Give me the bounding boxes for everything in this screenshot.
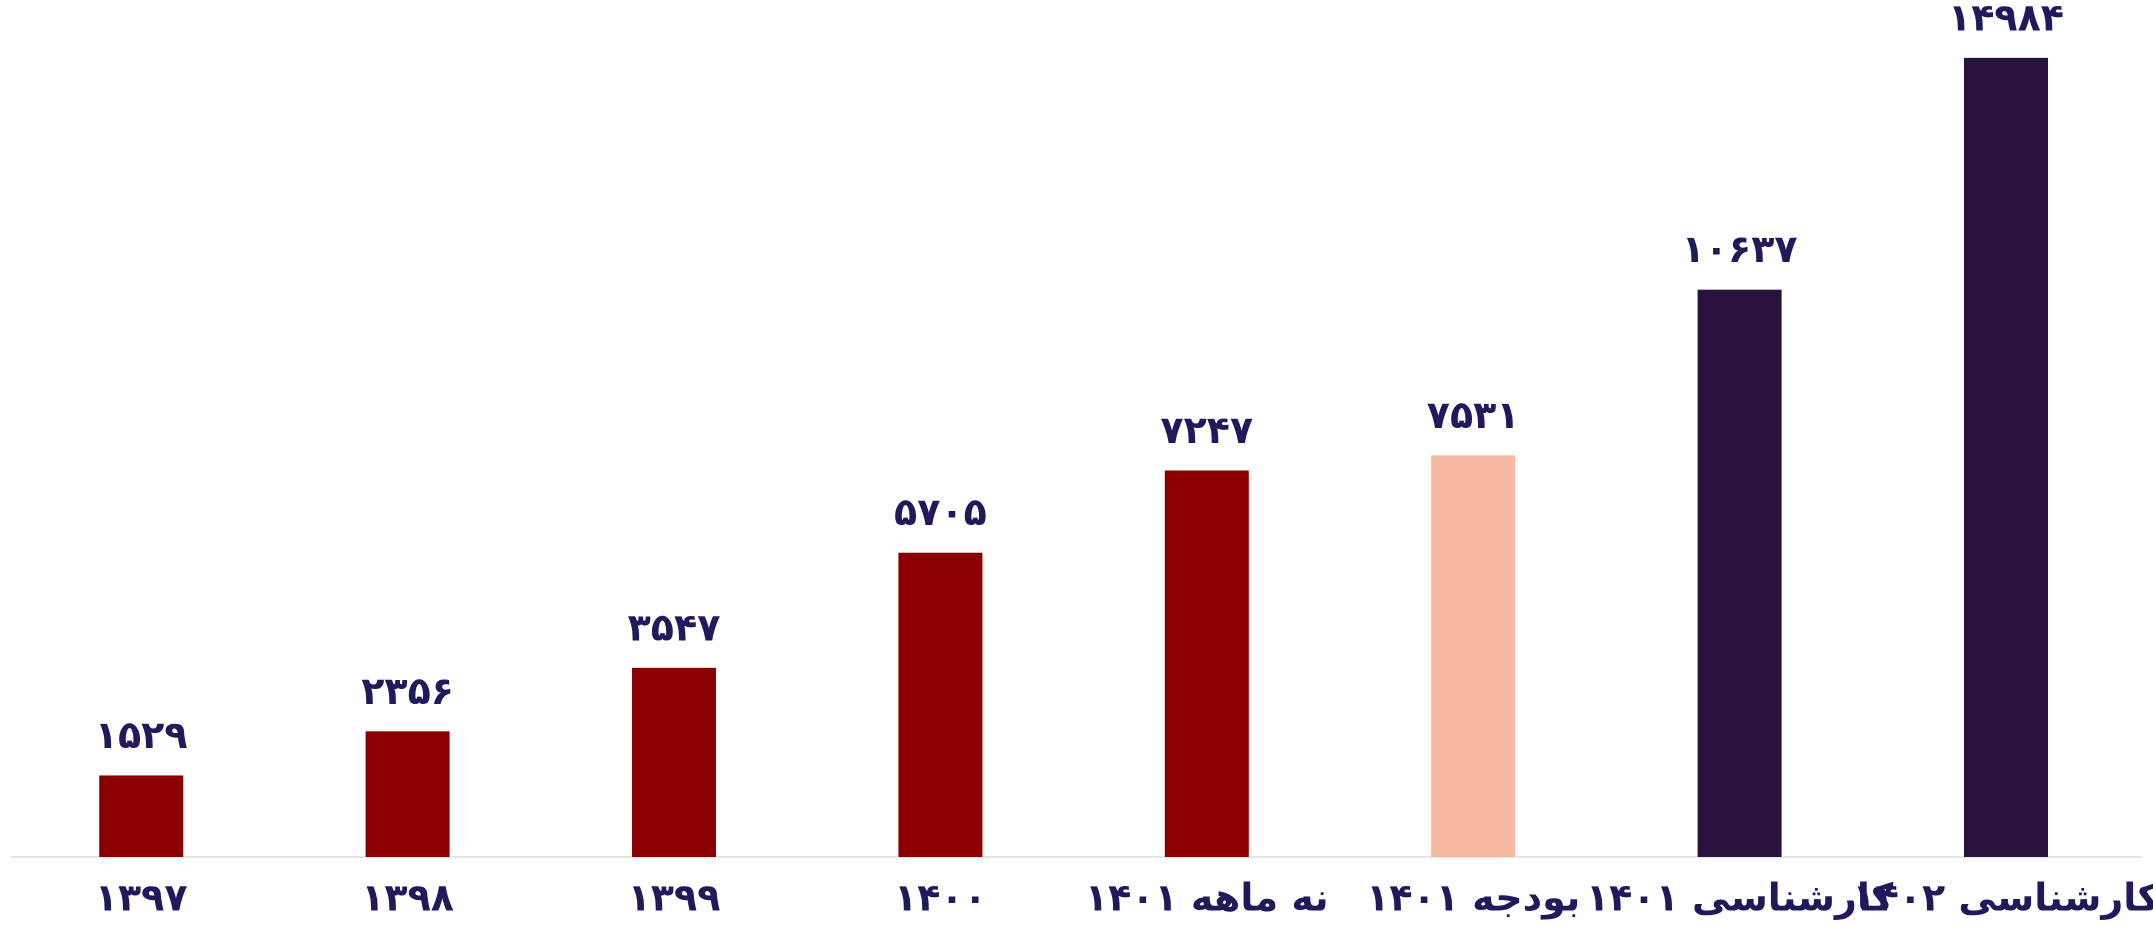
bar <box>1964 57 2048 857</box>
bar <box>1164 470 1249 857</box>
bar <box>898 552 983 857</box>
x-tick-label: ۱۴۰۰ <box>894 876 987 920</box>
bar <box>632 667 716 857</box>
value-label: ۷۵۳۱ <box>1427 393 1520 437</box>
value-label: ۵۷۰۵ <box>894 490 987 534</box>
value-label: ۳۵۴۷ <box>628 605 721 649</box>
value-label: ۲۳۵۶ <box>361 669 454 713</box>
bar <box>365 731 450 857</box>
x-tick-label: ۱۳۹۸ <box>361 876 454 920</box>
value-label: ۱۴۹۸۴ <box>1948 0 2064 39</box>
x-tick-label: کارشناسی ۱۴۰۱ <box>1586 876 1894 920</box>
value-label: ۷۲۴۷ <box>1160 408 1253 452</box>
bar <box>1697 289 1782 857</box>
value-label: ۱۵۲۹ <box>95 713 188 757</box>
x-tick-label: نه ماهه ۱۴۰۱ <box>1085 876 1329 920</box>
x-tick-label: ۱۳۹۷ <box>95 876 188 920</box>
x-tick-label: بودجه ۱۴۰۱ <box>1366 876 1580 920</box>
x-tick-label: کارشناسی ۱۴۰۲ <box>1852 876 2153 920</box>
x-tick-label: ۱۳۹۹ <box>628 876 721 920</box>
value-label: ۱۰۶۳۷ <box>1682 227 1798 271</box>
bar <box>99 775 184 857</box>
bar <box>1431 455 1516 857</box>
